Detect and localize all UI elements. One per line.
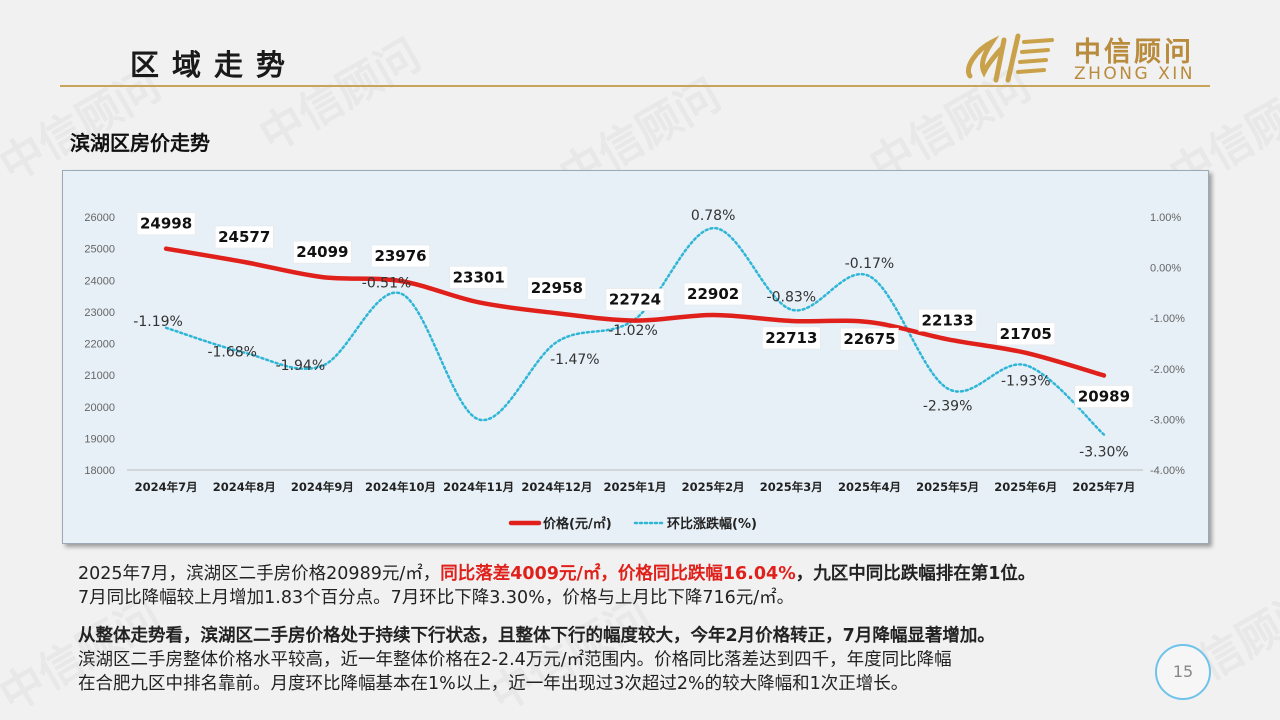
price-data-label: 23301 — [453, 268, 505, 286]
p1-text-b: ，九区中同比跌幅排在第1位。 — [795, 564, 1036, 584]
header-divider — [60, 85, 1210, 87]
x-tick-label: 2024年11月 — [443, 480, 514, 494]
price-data-label: 20989 — [1078, 387, 1130, 405]
summary-paragraph-2: 从整体走势看，滨湖区二手房价格处于持续下行状态，且整体下行的幅度较大，今年2月价… — [78, 624, 1218, 696]
price-data-label: 22133 — [922, 311, 974, 329]
x-tick-label: 2025年2月 — [682, 480, 745, 494]
legend-price-label: 价格(元/㎡) — [543, 516, 612, 532]
price-label-box — [683, 282, 743, 306]
price-label-box — [136, 212, 196, 235]
y-right-tick-label: -4.00% — [1150, 465, 1185, 477]
mom-data-label: -2.39% — [923, 399, 973, 415]
y-right-tick-label: -2.00% — [1150, 364, 1185, 376]
p2-text-b: 在合肥九区中排名靠前。月度环比降幅基本在1%以上，近一年出现过3次超过2%的较大… — [78, 674, 909, 694]
price-data-label: 21705 — [1000, 325, 1052, 343]
p2-text-bold: 从整体走势看，滨湖区二手房价格处于持续下行状态，且整体下行的幅度较大，今年2月价… — [78, 626, 995, 646]
x-tick-label: 2025年7月 — [1072, 480, 1135, 494]
x-tick-label: 2025年4月 — [838, 480, 901, 494]
mom-data-label: -0.83% — [767, 290, 817, 306]
logo-cn-text: 中信顾问 — [1074, 37, 1194, 68]
mom-data-label: -0.17% — [845, 256, 895, 272]
logo: 中信顾问 ZHONG XIN — [962, 28, 1212, 88]
mom-data-label: -1.68% — [207, 345, 257, 361]
price-label-box — [1074, 385, 1134, 408]
x-tick-label: 2024年8月 — [213, 480, 276, 494]
price-label-box — [996, 322, 1056, 346]
y-right-tick-label: -1.00% — [1150, 313, 1185, 325]
mom-data-label: -3.30% — [1079, 445, 1129, 461]
mom-data-label: -1.93% — [1001, 373, 1051, 389]
price-label-box — [918, 309, 977, 332]
price-label-box — [293, 240, 352, 264]
price-series-line — [163, 246, 1107, 378]
x-tick-label: 2024年9月 — [291, 480, 354, 494]
price-data-label: 22902 — [687, 285, 739, 303]
price-label-box — [214, 225, 274, 249]
price-data-label: 22675 — [843, 330, 895, 348]
x-tick-label: 2024年10月 — [365, 480, 436, 494]
y-left-tick-label: 20000 — [84, 402, 115, 414]
mom-data-label: -1.19% — [133, 314, 183, 330]
page-title: 区域走势 — [130, 48, 299, 82]
p1-text-c: 7月同比降幅较上月增加1.83个百分点。7月环比下降3.30%，价格与上月比下降… — [78, 588, 795, 608]
y-left-tick-label: 26000 — [84, 212, 115, 224]
price-data-label: 24099 — [296, 243, 348, 261]
price-trend-chart: 18000 19000 20000 21000 22000 23000 24000 25000… — [84, 208, 1185, 532]
p1-text-highlight: 同比落差4009元/㎡，价格同比跌幅16.04% — [440, 564, 796, 584]
y-right-tick-label: 1.00% — [1150, 212, 1181, 224]
page-number: 15 — [1155, 644, 1211, 700]
x-tick-label: 2024年12月 — [521, 480, 592, 494]
x-tick-label: 2025年6月 — [994, 480, 1057, 494]
price-label-box — [449, 266, 508, 289]
p2-text-a: 滨湖区二手房整体价格水平较高，近一年整体价格在2-2.4万元/㎡范围内。价格同比… — [78, 650, 952, 670]
price-data-label: 22958 — [531, 279, 583, 297]
summary-paragraph-1: 2025年7月，滨湖区二手房价格20989元/㎡，同比落差4009元/㎡，价格同… — [78, 562, 1218, 610]
y-left-tick-label: 24000 — [84, 275, 115, 287]
chart-container: 18000 19000 20000 21000 22000 23000 24000 25000… — [62, 170, 1209, 544]
price-data-label: 22724 — [609, 291, 661, 309]
p1-text-a: 2025年7月，滨湖区二手房价格20989元/㎡， — [78, 564, 441, 584]
y-right-tick-label: 0.00% — [1150, 263, 1181, 275]
y-left-tick-label: 21000 — [84, 370, 115, 382]
mom-data-label: -0.51% — [362, 275, 412, 291]
y-left-tick-label: 22000 — [84, 339, 115, 351]
price-data-label: 24998 — [140, 215, 192, 233]
price-label-box — [371, 244, 430, 268]
mom-data-label: -1.02% — [608, 323, 658, 339]
price-data-label: 24577 — [218, 228, 270, 246]
y-right-tick-label: -3.00% — [1150, 414, 1185, 426]
x-tick-label: 2025年3月 — [760, 480, 823, 494]
mom-data-label: -1.47% — [550, 352, 600, 368]
price-data-label: 23976 — [374, 247, 426, 265]
logo-mark-icon — [966, 33, 1054, 83]
x-tick-label: 2025年1月 — [603, 480, 666, 494]
price-label-box — [762, 326, 821, 350]
price-data-label: 22713 — [765, 329, 817, 347]
mom-series-line — [164, 226, 1106, 436]
mom-data-label: -1.94% — [276, 358, 326, 374]
y-left-tick-label: 19000 — [84, 433, 115, 445]
price-label-box — [605, 288, 665, 311]
price-label-box — [840, 327, 899, 351]
logo-en-text: ZHONG XIN — [1074, 64, 1195, 84]
price-label-box — [527, 276, 587, 300]
y-left-tick-label: 25000 — [84, 244, 115, 256]
mom-data-label: 0.78% — [691, 208, 735, 224]
x-tick-label: 2024年7月 — [135, 480, 198, 494]
chart-subtitle: 滨湖区房价走势 — [70, 131, 210, 155]
y-left-tick-label: 18000 — [84, 465, 115, 477]
y-left-tick-label: 23000 — [84, 307, 115, 319]
legend-mom-label: 环比涨跌幅(%) — [667, 516, 757, 532]
x-tick-label: 2025年5月 — [916, 480, 979, 494]
